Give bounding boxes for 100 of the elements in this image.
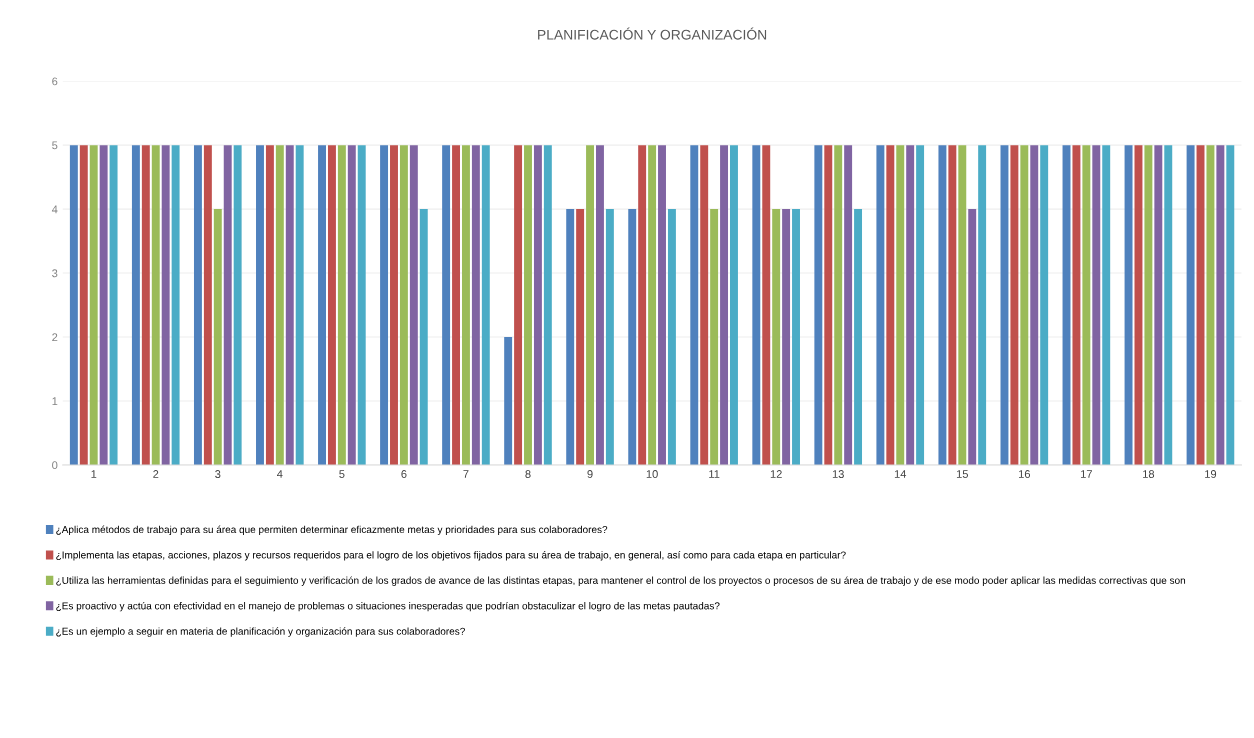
x-tick-label: 5 bbox=[339, 470, 345, 478]
y-tick-label: 4 bbox=[51, 205, 58, 214]
bar bbox=[265, 145, 274, 465]
bar bbox=[576, 209, 585, 465]
bar bbox=[275, 145, 284, 465]
legend-label: ¿Aplica métodos de trabajo para su área que permiten determinar eficazmente metas y prioridades para sus colaboradores? bbox=[56, 525, 608, 536]
bar bbox=[844, 145, 853, 465]
bar bbox=[409, 145, 418, 465]
x-tick-label: 12 bbox=[770, 470, 782, 478]
bar bbox=[1124, 145, 1133, 465]
bar bbox=[968, 209, 977, 465]
y-tick-label: 5 bbox=[52, 141, 58, 150]
bar bbox=[171, 145, 180, 465]
y-tick-label: 6 bbox=[52, 77, 58, 86]
bar bbox=[886, 145, 895, 465]
x-tick-label: 10 bbox=[646, 470, 658, 478]
x-tick-label: 2 bbox=[153, 470, 159, 478]
bar bbox=[533, 145, 542, 465]
bar bbox=[710, 209, 719, 465]
legend-label: ¿Utiliza las herramientas definidas para el seguimiento y verificación de los grados de avance de las distintas etapas, para mantener el control de los proyectos o procesos de su área de trabajo y de ese modo poder aplicar las medidas correctivas que son bbox=[56, 576, 1186, 586]
bar bbox=[700, 145, 709, 465]
bar bbox=[752, 145, 761, 465]
bar bbox=[1186, 145, 1195, 465]
bar bbox=[399, 145, 408, 465]
bar bbox=[347, 145, 356, 465]
bar bbox=[461, 145, 470, 465]
chart-title: PLANIFICACIÓN Y ORGANIZACIÓN bbox=[538, 27, 767, 40]
bar bbox=[151, 145, 160, 465]
bar bbox=[357, 145, 366, 465]
bar bbox=[471, 145, 480, 465]
y-tick-label: 0 bbox=[52, 461, 58, 470]
bar bbox=[854, 209, 863, 465]
bar bbox=[99, 145, 108, 465]
y-tick-label: 1 bbox=[52, 397, 58, 406]
bar bbox=[109, 145, 118, 465]
bar bbox=[772, 209, 781, 465]
bar bbox=[452, 145, 460, 465]
x-tick-label: 3 bbox=[215, 470, 221, 478]
bar bbox=[89, 145, 98, 465]
bar bbox=[213, 209, 222, 465]
bar bbox=[131, 145, 140, 465]
x-tick-label: 4 bbox=[277, 470, 283, 478]
bar bbox=[648, 145, 657, 465]
bar bbox=[1164, 145, 1173, 465]
bar bbox=[658, 145, 666, 465]
bar bbox=[1092, 145, 1101, 465]
bar bbox=[586, 145, 595, 465]
bar bbox=[419, 209, 428, 465]
bar bbox=[524, 145, 532, 465]
bar bbox=[605, 209, 614, 465]
bar bbox=[514, 145, 523, 465]
bar bbox=[1206, 145, 1215, 465]
x-tick-label: 16 bbox=[1018, 470, 1031, 478]
legend-label: ¿Es proactivo y actúa con efectividad en el manejo de problemas o situaciones inesperadas que podrían obstaculizar el logro de las metas pautadas? bbox=[56, 601, 720, 612]
x-tick-label: 7 bbox=[463, 470, 469, 478]
bar bbox=[1082, 145, 1091, 465]
bar bbox=[1072, 145, 1081, 465]
bar bbox=[916, 145, 925, 465]
bar bbox=[948, 145, 957, 465]
bar bbox=[690, 145, 699, 465]
bar bbox=[958, 145, 967, 465]
x-tick-label: 17 bbox=[1081, 470, 1092, 478]
bar bbox=[1040, 145, 1049, 465]
x-tick-label: 11 bbox=[709, 470, 720, 478]
bar bbox=[628, 209, 637, 465]
bar bbox=[1226, 145, 1235, 465]
bar bbox=[161, 145, 170, 465]
legend-label: ¿Es un ejemplo a seguir en materia de planificación y organización para sus colaboradores? bbox=[56, 627, 465, 637]
x-tick-label: 14 bbox=[894, 470, 907, 478]
bar bbox=[193, 145, 202, 465]
bar bbox=[1030, 145, 1039, 465]
bar bbox=[782, 209, 791, 465]
bar bbox=[906, 145, 915, 465]
bar bbox=[896, 145, 905, 465]
bar bbox=[1020, 145, 1029, 465]
bar bbox=[834, 145, 843, 465]
bar bbox=[543, 145, 552, 465]
bar bbox=[442, 145, 451, 465]
bar bbox=[285, 145, 294, 465]
bar bbox=[327, 145, 336, 465]
bar bbox=[762, 145, 771, 465]
bar bbox=[504, 337, 513, 465]
bar bbox=[1102, 145, 1111, 465]
legend-label: ¿Implementa las etapas, acciones, plazos y recursos requeridos para el logro de los objetivos fijados para su área de trabajo, en general, así como para cada etapa en particular? bbox=[56, 551, 846, 561]
bar bbox=[141, 145, 150, 465]
bar bbox=[203, 145, 212, 465]
bar bbox=[596, 145, 604, 465]
bar bbox=[667, 209, 676, 465]
bar bbox=[720, 145, 729, 465]
bar bbox=[223, 145, 232, 465]
bar bbox=[876, 145, 885, 465]
x-tick-label: 9 bbox=[587, 470, 593, 478]
bar bbox=[814, 145, 823, 465]
bar bbox=[481, 145, 490, 465]
bar bbox=[337, 145, 346, 465]
bar bbox=[824, 145, 833, 465]
bar bbox=[938, 145, 947, 465]
y-tick-label: 3 bbox=[52, 269, 58, 278]
x-tick-label: 15 bbox=[956, 470, 968, 478]
bar bbox=[1216, 145, 1225, 465]
